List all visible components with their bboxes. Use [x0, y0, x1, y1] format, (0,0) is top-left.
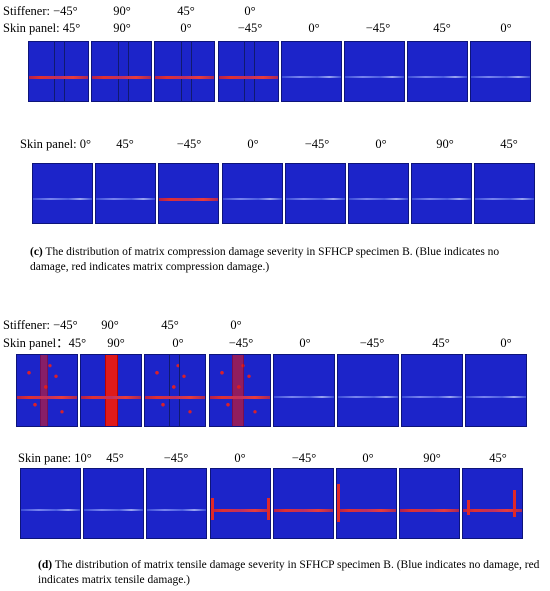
damage-panel: [221, 163, 283, 224]
damage-panel: [407, 41, 469, 102]
damage-panel-row: [28, 41, 532, 102]
skin-angle: 45°: [489, 451, 507, 465]
damage-panel: [158, 163, 220, 224]
caption-text: The distribution of matrix compression d…: [30, 246, 500, 273]
damage-panel-row: [20, 468, 524, 539]
damage-panel: [399, 468, 461, 539]
skin-angle: 0°: [500, 21, 512, 35]
skin-angle: 90°: [107, 336, 125, 350]
damage-panel: [272, 354, 335, 427]
damage-panel: [20, 468, 81, 539]
stiffener-angle: 45°: [177, 4, 195, 18]
stiffener-angle: 45°: [161, 318, 179, 332]
damage-panel: [347, 163, 409, 224]
figure-caption: (c) The distribution of matrix compressi…: [30, 245, 535, 274]
skin-angle: 0°: [247, 137, 259, 151]
damage-panel: [95, 163, 157, 224]
skin-angle: 90°: [423, 451, 441, 465]
damage-panel: [80, 354, 143, 427]
damage-panel: [144, 354, 207, 427]
skin-angle: 0°: [308, 21, 320, 35]
damage-panel: [280, 41, 342, 102]
damage-panel: [343, 41, 405, 102]
skin-angle: −45°: [228, 336, 254, 350]
skin-angle: 0°: [172, 336, 184, 350]
stiffener-angle: 90°: [113, 4, 131, 18]
damage-panel: [474, 163, 536, 224]
damage-panel: [401, 354, 464, 427]
damage-panel: [209, 468, 271, 539]
stiffener-label: Stiffener: −45°: [3, 4, 78, 18]
skin-panel-label: Skin panel: 0°: [20, 137, 91, 151]
damage-panel-row: [32, 163, 536, 224]
stiffener-angle: 0°: [244, 4, 256, 18]
skin-angle: −45°: [163, 451, 189, 465]
stiffener-angle: 90°: [101, 318, 119, 332]
skin-angle: 45°: [116, 137, 134, 151]
skin-angle: 90°: [113, 21, 131, 35]
skin-angle: −45°: [176, 137, 202, 151]
damage-panel: [462, 468, 524, 539]
skin-angle: −45°: [237, 21, 263, 35]
skin-angle: 0°: [375, 137, 387, 151]
damage-panel: [335, 468, 397, 539]
skin-angle: −45°: [365, 21, 391, 35]
skin-angle: 0°: [180, 21, 192, 35]
skin-angle: −45°: [304, 137, 330, 151]
skin-angle: 0°: [234, 451, 246, 465]
stiffener-label: Stiffener: −45°: [3, 318, 78, 332]
damage-panel: [470, 41, 532, 102]
damage-panel: [154, 41, 216, 102]
caption-tag: (c): [30, 246, 43, 258]
damage-panel: [411, 163, 473, 224]
damage-panel: [83, 468, 145, 539]
skin-angle: 45°: [106, 451, 124, 465]
skin-angle: 45°: [500, 137, 518, 151]
damage-panel-row: [16, 354, 528, 427]
skin-panel-label: Skin pane: 10°: [18, 451, 92, 465]
skin-angle: 45°: [432, 336, 450, 350]
skin-angle: 0°: [500, 336, 512, 350]
damage-panel: [28, 41, 89, 102]
caption-text: The distribution of matrix tensile damag…: [38, 559, 540, 586]
damage-panel: [465, 354, 528, 427]
stiffener-angle: 0°: [230, 318, 242, 332]
damage-panel: [217, 41, 279, 102]
damage-panel: [146, 468, 208, 539]
damage-panel: [336, 354, 399, 427]
skin-angle: 90°: [436, 137, 454, 151]
skin-angle: 0°: [362, 451, 374, 465]
damage-panel: [272, 468, 334, 539]
damage-panel: [91, 41, 153, 102]
damage-panel: [208, 354, 271, 427]
skin-panel-label: Skin panel：45°: [3, 336, 87, 350]
damage-panel: [16, 354, 78, 427]
skin-angle: 0°: [299, 336, 311, 350]
caption-tag: (d): [38, 559, 53, 571]
damage-panel: [32, 163, 93, 224]
skin-angle: −45°: [291, 451, 317, 465]
figure-caption: (d) The distribution of matrix tensile d…: [38, 558, 543, 587]
skin-angle: 45°: [433, 21, 451, 35]
skin-panel-label: Skin panel: 45°: [3, 21, 81, 35]
damage-panel: [284, 163, 346, 224]
skin-angle: −45°: [359, 336, 385, 350]
